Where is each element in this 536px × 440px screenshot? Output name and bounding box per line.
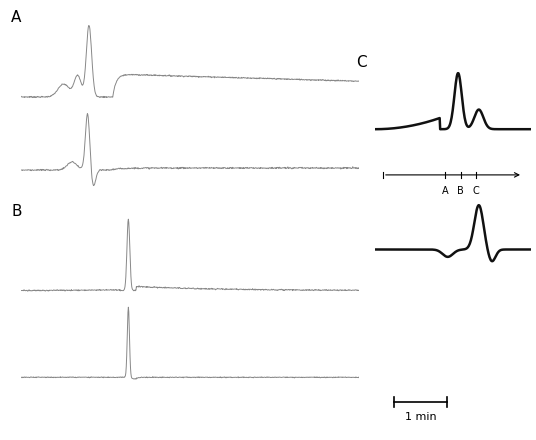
Text: 1 min: 1 min bbox=[405, 412, 437, 422]
Text: C: C bbox=[356, 55, 367, 70]
Text: B: B bbox=[11, 204, 22, 219]
Text: B: B bbox=[457, 186, 464, 196]
Text: C: C bbox=[473, 186, 480, 196]
Text: A: A bbox=[442, 186, 449, 196]
Text: A: A bbox=[11, 10, 21, 25]
